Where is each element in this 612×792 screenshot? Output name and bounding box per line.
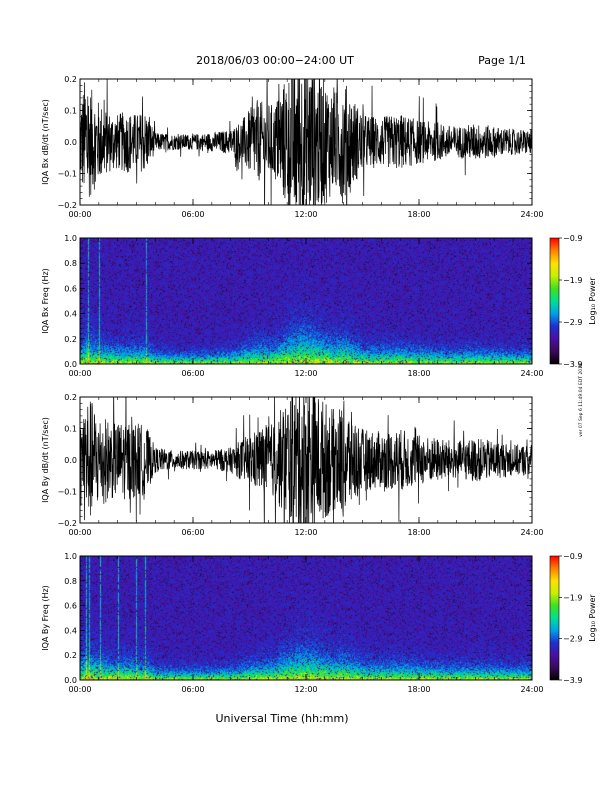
x-tick-label: 24:00 xyxy=(520,685,543,694)
x-tick-label: 12:00 xyxy=(294,528,317,537)
y-tick-label: 0.6 xyxy=(64,284,77,293)
colorbar-tick-label: −1.9 xyxy=(563,593,582,602)
y-tick-label: 0.2 xyxy=(64,75,77,84)
y-tick-label: 0.4 xyxy=(64,310,77,319)
y-tick-label: −0.1 xyxy=(58,170,77,179)
y-tick-label: 0.4 xyxy=(64,626,77,635)
x-tick-label: 24:00 xyxy=(520,528,543,537)
y-tick-label: 0.6 xyxy=(64,602,77,611)
colorbar xyxy=(549,555,560,681)
by-spectrogram-panel: 1.0 0.8 0.6 0.4 0.2 0.000:00 06:00 12:00 18:00 24… xyxy=(41,552,597,694)
x-tick-label: 12:00 xyxy=(294,369,317,378)
y-tick-label: 0.8 xyxy=(64,259,77,268)
bx-spectrogram-panel: 1.0 0.8 0.6 0.4 0.2 0.000:00 06:00 12:00 18:00 24… xyxy=(41,234,597,378)
x-tick-label: 18:00 xyxy=(407,528,430,537)
x-tick-label: 00:00 xyxy=(68,685,91,694)
waveform-trace xyxy=(80,397,532,523)
x-tick-label: 06:00 xyxy=(181,685,204,694)
colorbar-tick-label: −2.9 xyxy=(563,635,582,644)
y-tick-label: 0.0 xyxy=(64,360,77,369)
y-tick-label: 0.0 xyxy=(64,456,77,465)
x-tick-label: 06:00 xyxy=(181,528,204,537)
page-indicator: Page 1/1 xyxy=(478,54,526,67)
colorbar-tick-label: −2.9 xyxy=(563,318,582,327)
y-tick-label: −0.2 xyxy=(58,519,77,528)
x-tick-label: 18:00 xyxy=(407,210,430,219)
x-tick-label: 06:00 xyxy=(181,210,204,219)
colorbar-label: Log₁₀ Power xyxy=(588,594,597,642)
y-tick-label: 0.8 xyxy=(64,577,77,586)
colorbar-tick-label: −1.9 xyxy=(563,276,582,285)
y-tick-label: 0.2 xyxy=(64,651,77,660)
y-tick-label: 0.1 xyxy=(64,425,77,434)
y-axis-label: IQA Bx dB/dt (nT/sec) xyxy=(41,99,50,185)
panels: 0.20.10.0−0.1−0.200:00 06:00 12:00 18:00 24:… xyxy=(41,75,597,694)
spectrogram-image xyxy=(80,556,532,680)
y-tick-label: 1.0 xyxy=(64,552,77,561)
y-axis-label: IQA By Freq (Hz) xyxy=(41,585,50,651)
by-waveform-panel: 0.2 0.1 0.0 −0.1 −0.200:00 06:00 12:00 18:00 24:… xyxy=(41,393,544,537)
y-tick-label: 0.0 xyxy=(64,138,77,147)
colorbar-tick-label: −0.9 xyxy=(563,552,582,561)
figure-title: 2018/06/03 00:00−24:00 UT xyxy=(196,54,354,67)
y-axis-label: IQA By dB/dt (nT/sec) xyxy=(41,417,50,503)
x-axis-label: Universal Time (hh:mm) xyxy=(216,712,349,725)
colorbar-tick-label: −3.9 xyxy=(563,360,582,369)
spectrogram-image xyxy=(80,238,532,364)
plot-frame xyxy=(79,396,533,524)
plot-frame xyxy=(79,555,533,681)
plot-frame xyxy=(79,237,533,365)
waveform-trace xyxy=(80,79,532,205)
x-tick-label: 06:00 xyxy=(181,369,204,378)
y-tick-label: −0.1 xyxy=(58,488,77,497)
y-tick-label: −0.2 xyxy=(58,201,77,210)
x-tick-label: 00:00 xyxy=(68,210,91,219)
x-tick-label: 12:00 xyxy=(294,685,317,694)
x-tick-label: 12:00 xyxy=(294,210,317,219)
y-tick-label: 0.2 xyxy=(64,393,77,402)
y-tick-label: 0.2 xyxy=(64,335,77,344)
x-tick-label: 24:00 xyxy=(520,369,543,378)
y-tick-label: 1.0 xyxy=(64,234,77,243)
y-tick-label: 0.1 xyxy=(64,107,77,116)
x-tick-label: 18:00 xyxy=(407,685,430,694)
colorbar-tick-label: −0.9 xyxy=(563,234,582,243)
colorbar-label: Log₁₀ Power xyxy=(588,277,597,325)
plot-frame xyxy=(79,78,533,206)
x-tick-label: 00:00 xyxy=(68,528,91,537)
y-tick-label: 0.0 xyxy=(64,676,77,685)
x-tick-label: 24:00 xyxy=(520,210,543,219)
bx-waveform-panel: 0.2 0.1 0.0 −0.1 −0.200:00 06:00 12:00 18:00 24:… xyxy=(41,75,544,219)
x-tick-label: 18:00 xyxy=(407,369,430,378)
x-tick-label: 00:00 xyxy=(68,369,91,378)
version-stamp: ver 07 Sep 6 11:49:04 EDT 2018 xyxy=(578,363,584,437)
colorbar-tick-label: −3.9 xyxy=(563,676,582,685)
y-axis-label: IQA Bx Freq (Hz) xyxy=(41,268,50,334)
colorbar xyxy=(549,237,560,365)
